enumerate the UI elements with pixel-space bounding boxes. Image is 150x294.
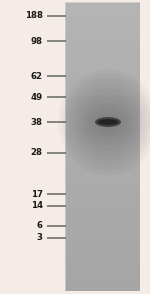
Text: 188: 188 (25, 11, 43, 20)
Bar (64, 3, 140, 291)
Text: 17: 17 (31, 190, 43, 198)
Text: 49: 49 (31, 93, 43, 101)
Text: 28: 28 (31, 148, 43, 157)
Text: 62: 62 (31, 72, 43, 81)
Text: 98: 98 (31, 37, 43, 46)
Ellipse shape (95, 117, 121, 127)
Text: 3: 3 (37, 233, 43, 242)
Ellipse shape (98, 119, 118, 125)
Text: 38: 38 (31, 118, 43, 126)
Text: 14: 14 (31, 201, 43, 210)
Text: 6: 6 (37, 221, 43, 230)
